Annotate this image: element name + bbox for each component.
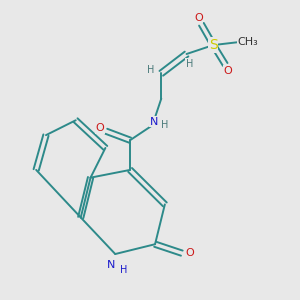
Text: O: O bbox=[95, 123, 104, 133]
Text: N: N bbox=[106, 260, 115, 270]
Text: O: O bbox=[224, 66, 233, 76]
Text: CH₃: CH₃ bbox=[237, 37, 258, 47]
Text: H: H bbox=[186, 58, 193, 68]
Text: H: H bbox=[120, 266, 127, 275]
Text: H: H bbox=[161, 120, 169, 130]
Text: N: N bbox=[150, 117, 158, 127]
Text: S: S bbox=[209, 38, 218, 52]
Text: H: H bbox=[147, 65, 155, 75]
Text: O: O bbox=[186, 248, 194, 258]
Text: O: O bbox=[194, 13, 203, 23]
